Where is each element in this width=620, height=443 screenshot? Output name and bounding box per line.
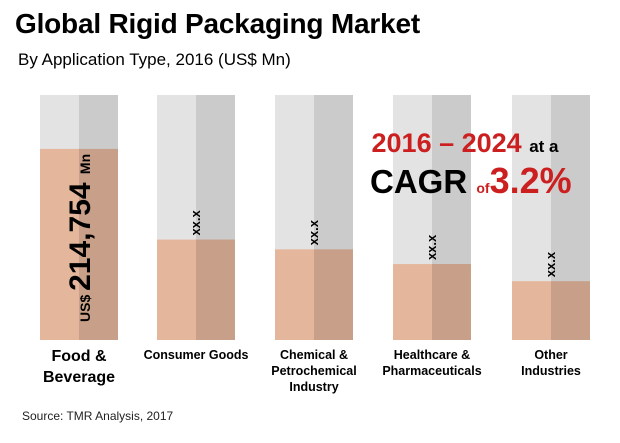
cagr-value: 3.2% bbox=[489, 160, 572, 201]
category-label: Industry bbox=[289, 380, 338, 394]
cagr-label: CAGR bbox=[370, 163, 468, 200]
chart-subtitle: By Application Type, 2016 (US$ Mn) bbox=[18, 50, 291, 69]
data-label: xx.x bbox=[543, 251, 558, 277]
category-label: Chemical & bbox=[280, 348, 348, 362]
category-label: Other bbox=[534, 348, 567, 362]
category-label: Consumer Goods bbox=[144, 348, 249, 362]
bar bbox=[157, 239, 196, 340]
bar bbox=[551, 281, 590, 340]
cagr-of: of bbox=[476, 180, 490, 196]
bar bbox=[275, 249, 314, 340]
bar bbox=[314, 249, 353, 340]
data-label: xx.x bbox=[306, 219, 321, 245]
bar bbox=[393, 264, 432, 340]
bar bbox=[432, 264, 471, 340]
category-label: Industries bbox=[521, 364, 581, 378]
data-label: xx.x bbox=[188, 209, 203, 235]
data-label: US$ 214,754 Mn bbox=[64, 154, 97, 322]
source-note: Source: TMR Analysis, 2017 bbox=[22, 409, 174, 423]
cagr-period: 2016 – 2024 bbox=[371, 128, 522, 158]
bar bbox=[512, 281, 551, 340]
category-label: Beverage bbox=[43, 369, 115, 386]
bar bbox=[196, 239, 235, 340]
category-label: Healthcare & bbox=[394, 348, 470, 362]
chart-title: Global Rigid Packaging Market bbox=[15, 8, 420, 39]
cagr-callout: 2016 – 2024 at a CAGR of3.2% bbox=[370, 128, 572, 207]
data-label: xx.x bbox=[424, 234, 439, 260]
bar bbox=[79, 148, 118, 340]
category-label: Food & bbox=[51, 348, 107, 365]
cagr-at-a: at a bbox=[529, 137, 559, 156]
category-label: Petrochemical bbox=[271, 364, 356, 378]
bar bbox=[40, 148, 79, 340]
category-label: Pharmaceuticals bbox=[382, 364, 481, 378]
